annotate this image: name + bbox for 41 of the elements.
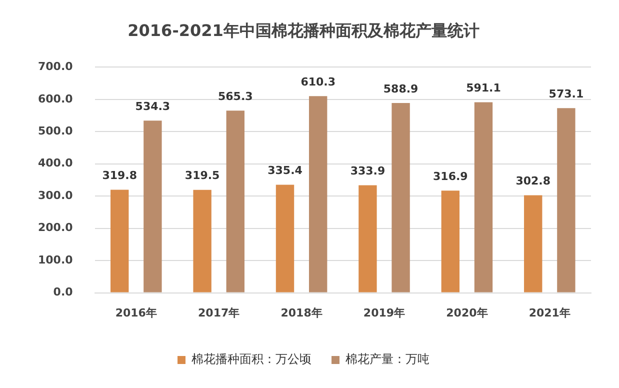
data-label: 302.8 [516,174,551,188]
x-tick-label: 2019年 [363,306,406,320]
x-tick-label: 2016年 [115,306,157,320]
data-label: 319.5 [184,169,220,182]
legend-label: 棉花播种面积：万公顷 [192,352,312,366]
y-tick-label: 0.0 [53,286,74,299]
bar [276,184,294,292]
bar [226,110,244,292]
data-label: 316.9 [433,170,468,184]
y-tick-label: 700.0 [38,60,74,74]
bar [392,103,410,292]
bar [193,190,212,292]
chart-title: 2016-2021年中国棉花播种面积及棉花产量统计 [128,20,480,40]
y-tick-label: 500.0 [38,124,74,138]
y-tick-label: 100.0 [38,253,74,266]
data-label: 534.3 [135,100,170,113]
data-label: 335.4 [268,164,303,178]
data-label: 588.9 [383,82,418,96]
bar [144,120,162,292]
y-tick-label: 600.0 [38,92,74,106]
bar [524,195,542,292]
data-label: 333.9 [350,164,386,178]
bar [441,190,460,292]
y-tick-label: 300.0 [38,188,74,202]
x-tick-label: 2021年 [528,306,570,320]
data-label: 573.1 [548,87,584,100]
bar [474,102,493,292]
legend-label: 棉花产量：万吨 [346,352,430,366]
y-tick-label: 200.0 [38,221,74,234]
x-tick-label: 2018年 [280,306,322,320]
bar [557,108,576,292]
y-tick-label: 400.0 [38,156,74,170]
x-tick-label: 2020年 [446,306,488,320]
data-label: 319.8 [102,169,138,182]
bar [358,185,377,292]
x-tick-label: 2017年 [198,306,240,320]
data-label: 591.1 [466,82,501,95]
bar [308,96,328,292]
bar [110,190,129,292]
data-label: 565.3 [218,90,253,103]
data-label: 610.3 [300,75,336,88]
